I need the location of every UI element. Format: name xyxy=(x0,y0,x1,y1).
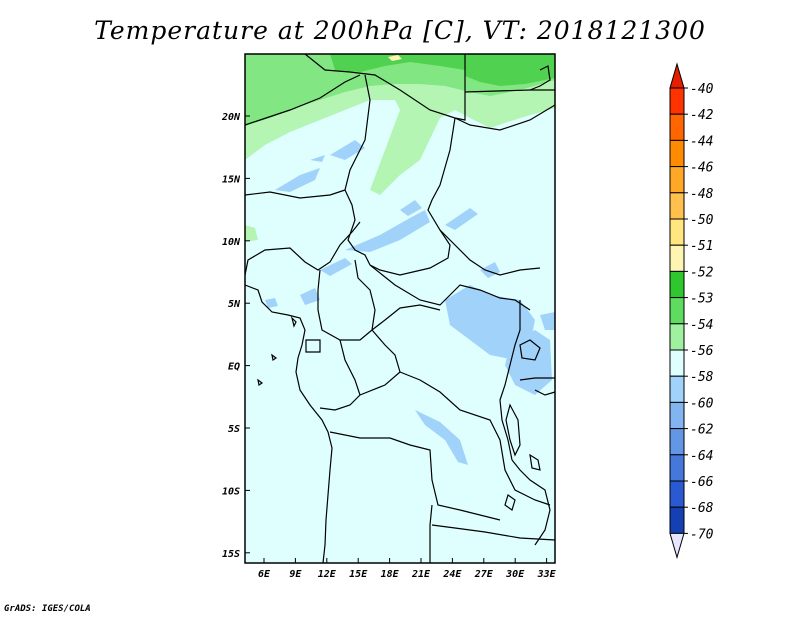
legend-label: -68 xyxy=(690,501,714,516)
legend-label: -50 xyxy=(690,213,714,228)
legend-swatch xyxy=(669,323,685,351)
map-panel xyxy=(244,53,556,564)
west-green-patch xyxy=(245,225,258,242)
legend-swatch xyxy=(669,480,685,508)
latitude-axis: 20N 15N 10N 5N EQ 5S 10S 15S xyxy=(221,112,250,560)
legend-swatch xyxy=(669,375,685,403)
legend-swatch xyxy=(669,87,685,115)
lat-tick-label: 10N xyxy=(222,237,241,248)
country-borders xyxy=(244,53,556,564)
legend-swatch xyxy=(669,270,685,299)
legend-swatch xyxy=(669,218,685,246)
map-title: Temperature at 200hPa [C], VT: 201812130… xyxy=(94,16,706,45)
lon-tick-label: 18E xyxy=(381,569,400,580)
legend-swatch xyxy=(669,244,685,272)
legend-label: -40 xyxy=(690,82,714,97)
lat-tick-label: 15S xyxy=(222,549,240,560)
lon-tick-label: 12E xyxy=(318,569,337,580)
lon-tick-label: 30E xyxy=(505,569,525,580)
legend-label: -60 xyxy=(690,396,714,411)
legend-top-arrow xyxy=(669,62,685,89)
legend-label: -46 xyxy=(690,161,714,176)
legend-label: -42 xyxy=(690,108,714,123)
lat-tick-label: EQ xyxy=(228,362,240,373)
longitude-axis: 6E 9E 12E 15E 18E 21E 24E 27E 30E 33E xyxy=(258,558,557,580)
legend-swatch xyxy=(669,428,685,456)
legend-label: -51 xyxy=(690,239,713,254)
lon-tick-label: 6E xyxy=(258,569,271,580)
lat-tick-label: 20N xyxy=(221,112,241,123)
lon-tick-label: 9E xyxy=(289,569,302,580)
legend-swatch xyxy=(669,401,685,430)
legend-swatch xyxy=(669,113,685,141)
legend-label: -62 xyxy=(690,423,714,438)
legend-swatch xyxy=(669,349,685,377)
lat-tick-label: 5S xyxy=(228,424,240,435)
legend-label: -66 xyxy=(690,475,714,490)
bright-green-strip xyxy=(330,54,465,72)
bright-green-patch xyxy=(465,54,555,86)
legend-label: -54 xyxy=(690,318,713,333)
legend-label: -56 xyxy=(690,344,714,359)
lon-tick-label: 15E xyxy=(349,569,368,580)
legend-swatch xyxy=(669,506,685,534)
legend-swatch xyxy=(669,454,685,482)
legend-label: -48 xyxy=(690,187,714,202)
color-legend: -40 -42 -44 -46 -48 -50 -51 -52 -53 -54 -56 -58 -60 -… xyxy=(669,62,714,560)
legend-label: -53 xyxy=(690,292,713,307)
lat-tick-label: 10S xyxy=(222,486,240,497)
lon-tick-label: 24E xyxy=(442,569,462,580)
lon-tick-label: 21E xyxy=(411,569,431,580)
legend-label: -70 xyxy=(690,527,714,542)
legend-swatch xyxy=(669,139,685,168)
grads-credit: GrADS: IGES/COLA xyxy=(4,604,91,614)
map-frame xyxy=(244,53,556,564)
cold-patches xyxy=(265,140,555,465)
legend-label: -52 xyxy=(690,265,714,280)
lat-tick-label: 5N xyxy=(228,299,241,310)
lon-tick-label: 33E xyxy=(537,569,557,580)
legend-swatch xyxy=(669,192,685,220)
yellow-speck xyxy=(388,55,402,61)
legend-swatch xyxy=(669,297,685,325)
legend-label: -64 xyxy=(690,449,713,464)
lat-tick-label: 15N xyxy=(222,174,241,185)
legend-label: -58 xyxy=(690,370,714,385)
legend-swatch xyxy=(669,166,685,194)
lon-tick-label: 27E xyxy=(474,569,494,580)
legend-label: -44 xyxy=(690,134,713,149)
legend-bottom-arrow xyxy=(669,532,685,560)
